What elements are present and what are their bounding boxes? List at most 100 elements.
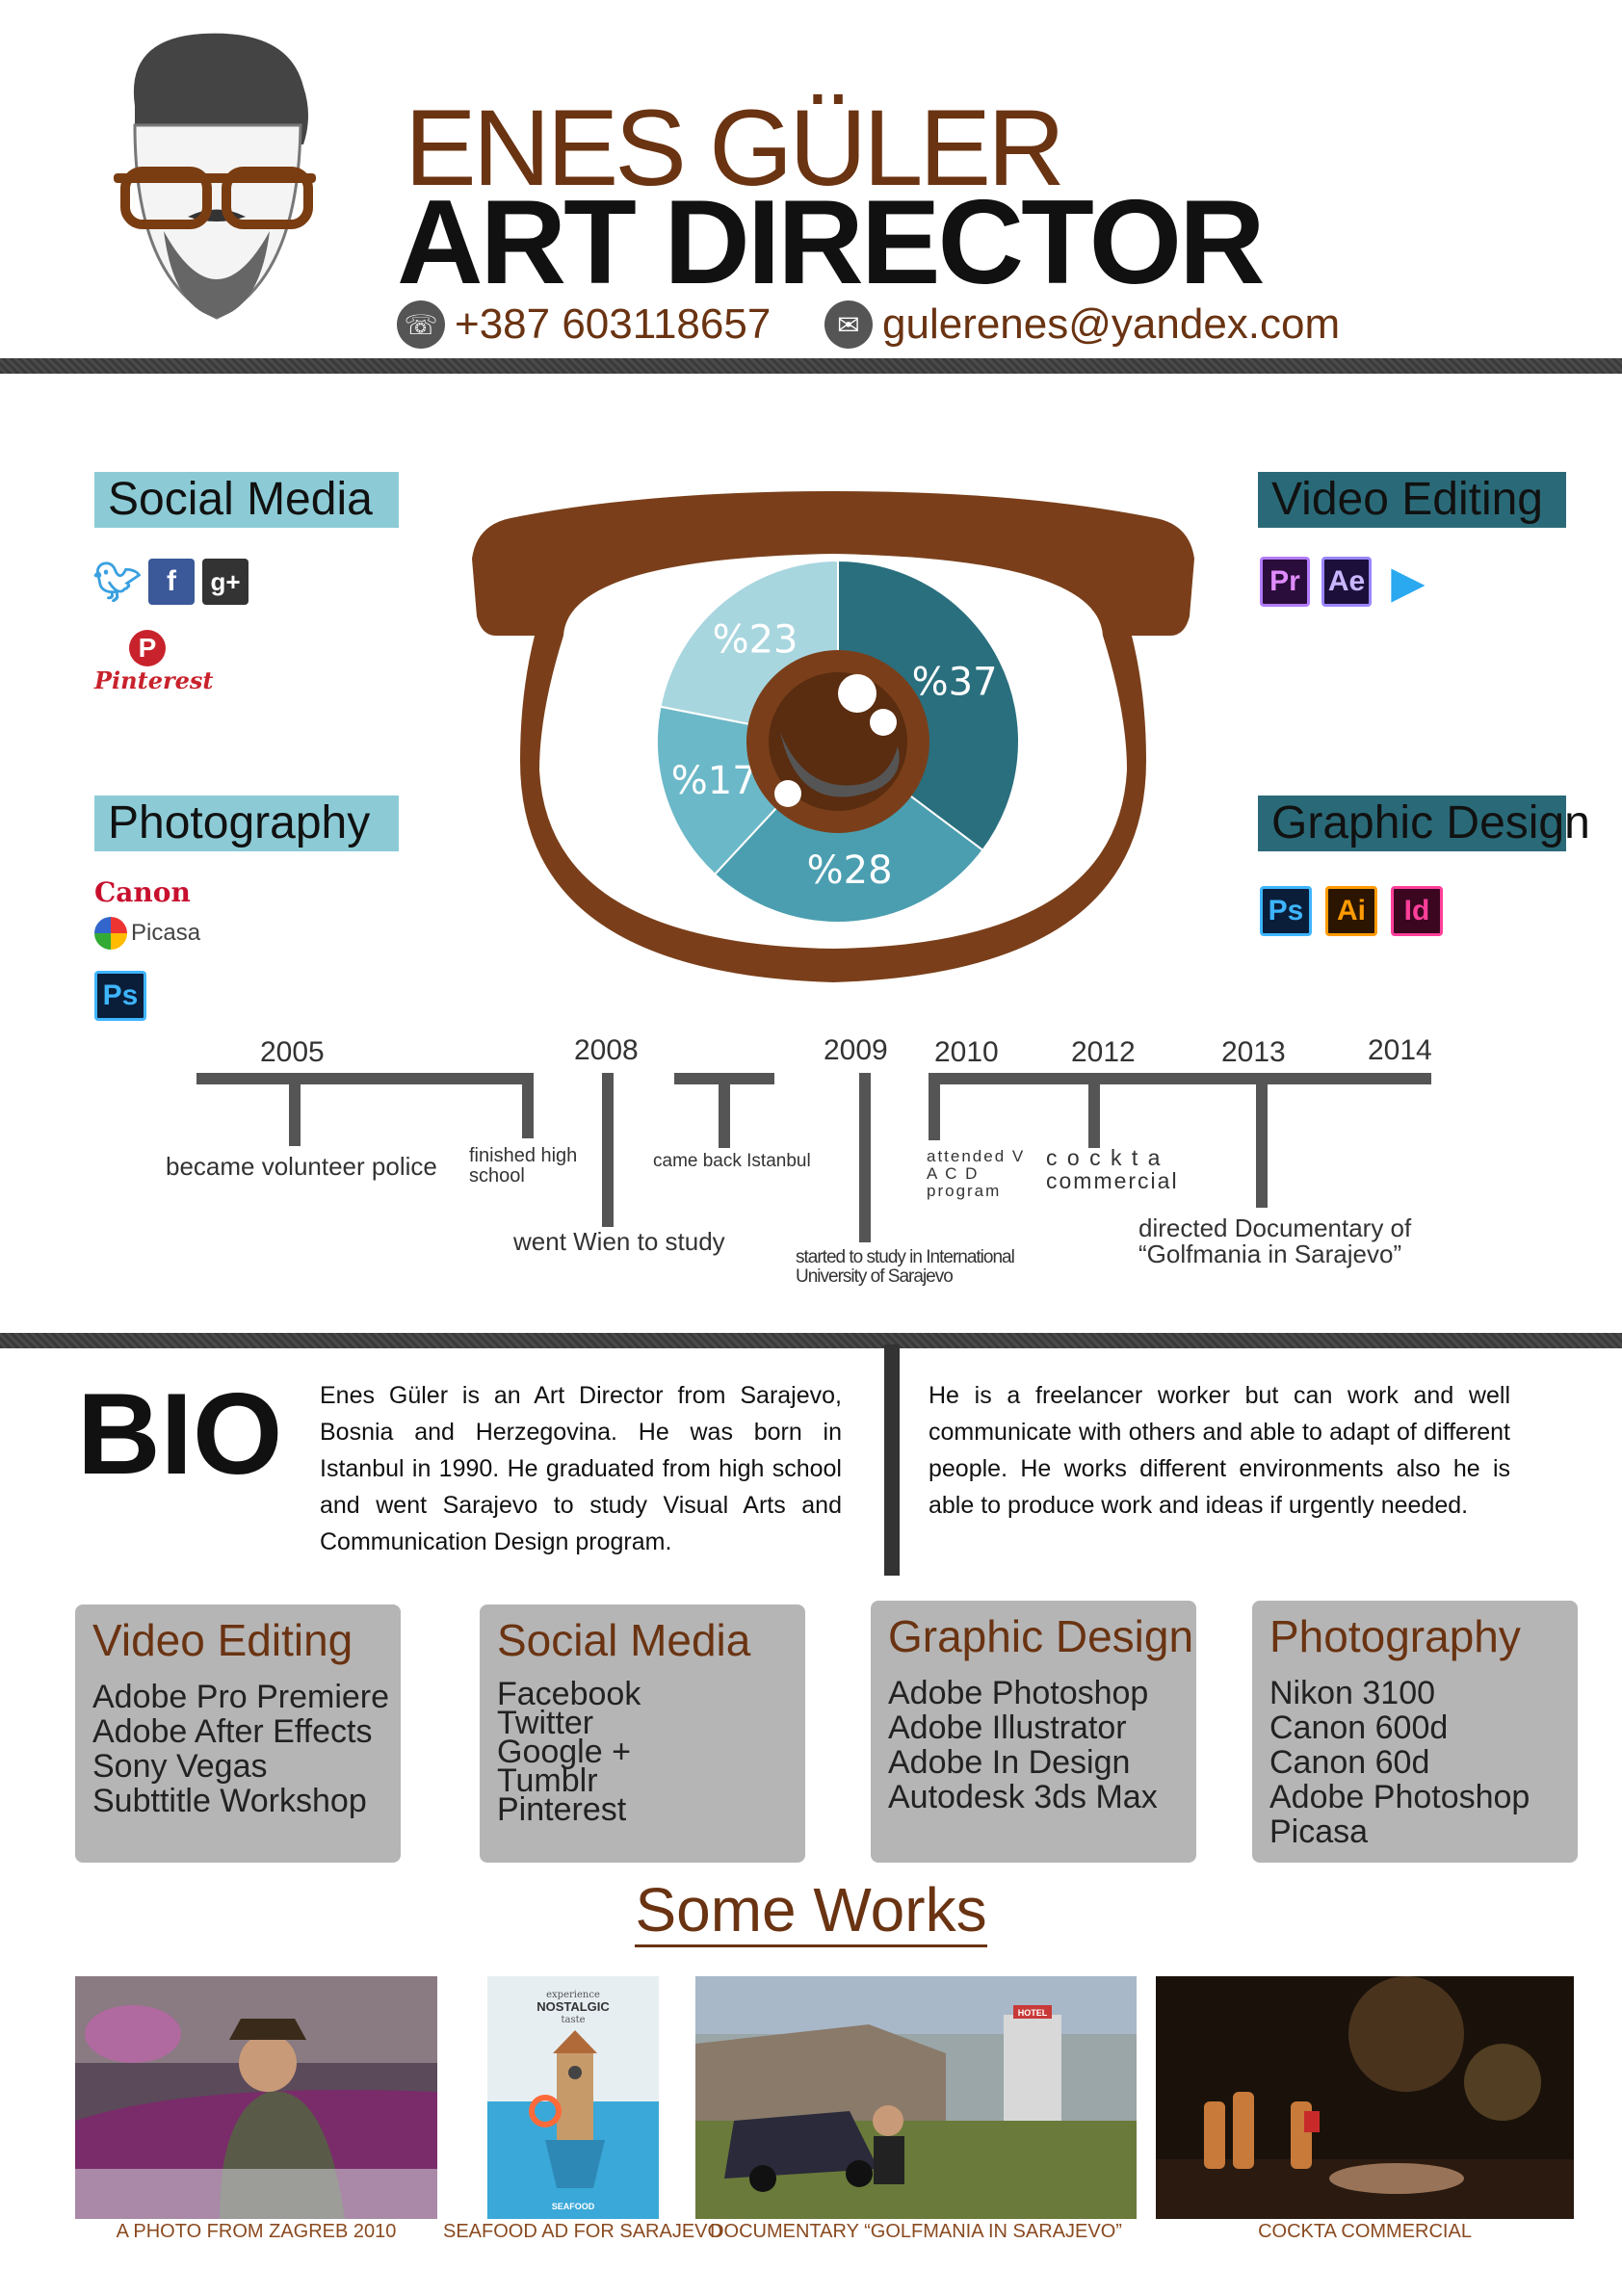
skill-item: Adobe Pro Premiere [92,1679,390,1715]
work-image-zagreb[interactable] [75,1976,437,2219]
work-image-seafood[interactable]: experience NOSTALGIC taste SEAFOOD [487,1976,659,2219]
timeline-tick [859,1073,871,1242]
timeline-tick [929,1073,940,1140]
mail-icon: ✉ [824,300,873,349]
premiere-icon[interactable]: Pr [1260,557,1310,607]
social-icons: 🐦︎ f g+ [92,559,249,605]
picasa-label: Picasa [131,920,201,946]
video-icons: Pr Ae ▶ [1260,557,1433,607]
skill-item: Facebook [497,1676,641,1712]
skill-box-title: Graphic Design [888,1611,1194,1661]
bio-heading: BIO [77,1370,283,1499]
skill-item: Tumblr [497,1762,598,1799]
works-heading-text: Some Works [635,1875,987,1947]
skill-box-title: Video Editing [92,1615,353,1665]
timeline-event: came back Istanbul [653,1151,811,1171]
email-contact[interactable]: ✉ gulerenes@yandex.com [824,300,1340,349]
photography-heading: Photography [94,796,399,851]
work-caption: DOCUMENTARY “GOLFMANIA IN SARAJEVO” [710,2221,1122,2242]
facebook-icon[interactable]: f [148,559,195,605]
timeline-tick [1256,1073,1268,1208]
header-divider [0,358,1622,374]
timeline-bar [196,1073,534,1084]
poster-text: NOSTALGIC [536,1999,610,2014]
video-editing-heading: Video Editing [1258,472,1566,528]
skill-item: Twitter [497,1705,594,1741]
photoshop-icon[interactable]: Ps [1260,886,1312,936]
pinterest-label: Pinterest [94,666,214,694]
bio-paragraph-1: Enes Güler is an Art Director from Saraj… [320,1382,842,1555]
sony-vegas-icon[interactable]: ▶ [1391,557,1426,607]
timeline-tick [1088,1073,1100,1148]
timeline-event: attended V A C D program [927,1147,1026,1200]
timeline-event: went Wien to study [513,1227,725,1256]
year-2010: 2010 [934,1036,999,1068]
design-icons: Ps Ai Id [1260,886,1443,936]
pie-slice [837,559,1020,852]
year-2013: 2013 [1221,1036,1286,1068]
year-2008: 2008 [574,1034,639,1066]
year-2009: 2009 [824,1034,888,1066]
pinterest-logo[interactable]: P Pinterest [94,630,214,694]
email-address: gulerenes@yandex.com [882,300,1341,348]
photoshop-icon[interactable]: Ps [94,971,146,1021]
phone-contact[interactable]: ☏ +387 603118657 [397,300,771,349]
illustrator-icon[interactable]: Ai [1325,886,1377,936]
social-media-heading: Social Media [94,472,399,528]
skill-item: Autodesk 3ds Max [888,1779,1158,1815]
skill-item: Canon 600d [1269,1709,1449,1746]
work-image-golfmania[interactable]: HOTEL [695,1976,1137,2219]
skill-item: Google + [497,1734,631,1770]
skill-box-graphic-design: Graphic Design Adobe Photoshop Adobe Ill… [871,1601,1196,1863]
indesign-icon[interactable]: Id [1391,886,1443,936]
pie-label: %37 [912,660,998,704]
section-divider [0,1333,1622,1348]
skill-item: Adobe Photoshop [1269,1779,1530,1815]
skill-item: Picasa [1269,1813,1369,1850]
phone-number: +387 603118657 [455,300,772,348]
work-caption: SEAFOOD AD FOR SARAJEVO [443,2221,723,2242]
timeline-tick [289,1073,301,1146]
avatar [96,19,337,337]
timeline-tick [719,1073,730,1148]
year-2014: 2014 [1368,1034,1432,1066]
work-caption: A PHOTO FROM ZAGREB 2010 [116,2221,397,2242]
twitter-icon[interactable]: 🐦︎ [92,561,143,604]
poster-text: experience [546,1990,600,2000]
bio-separator [884,1344,900,1576]
graphic-design-heading: Graphic Design [1258,796,1590,851]
year-2005: 2005 [260,1036,325,1068]
pie-label: %28 [807,848,893,893]
picasa-logo[interactable]: Picasa [94,917,200,950]
pie-label: %17 [671,759,757,803]
skill-box-video-editing: Video Editing Adobe Pro Premiere Adobe A… [75,1605,401,1863]
timeline-bar [929,1073,1431,1084]
skill-item: Sony Vegas [92,1748,268,1785]
after-effects-icon[interactable]: Ae [1321,557,1372,607]
picasa-icon [94,917,127,950]
poster-text: taste [561,2015,585,2025]
skill-item: Nikon 3100 [1269,1675,1436,1711]
timeline-event: directed Documentary of “Golfmania in Sa… [1138,1213,1412,1269]
person-name: ENES GÜLER [405,88,1065,208]
year-2012: 2012 [1071,1036,1136,1068]
pinterest-icon: P [129,630,166,666]
canon-logo[interactable]: Canon [94,876,191,908]
skill-item: Pinterest [497,1791,627,1828]
pie-label: %23 [713,617,798,662]
google-plus-icon[interactable]: g+ [202,559,249,605]
skill-box-photography: Photography Nikon 3100 Canon 600d Canon … [1252,1601,1578,1863]
works-heading: Some Works [0,1874,1622,1947]
timeline-tick [522,1073,534,1138]
timeline-event: finished high school [469,1145,578,1187]
skill-item: Adobe Photoshop [888,1675,1149,1711]
work-image-cockta[interactable] [1156,1976,1574,2219]
skill-box-social-media: Social Media Facebook Twitter Google + T… [480,1605,805,1863]
skill-box-title: Photography [1269,1611,1521,1661]
hotel-sign: HOTEL [1018,2008,1048,2018]
skill-item: Adobe After Effects [92,1713,373,1750]
work-caption: COCKTA COMMERCIAL [1258,2221,1472,2242]
phone-icon: ☏ [397,300,445,349]
skill-item: Adobe Illustrator [888,1709,1127,1746]
skill-item: Adobe In Design [888,1744,1131,1781]
